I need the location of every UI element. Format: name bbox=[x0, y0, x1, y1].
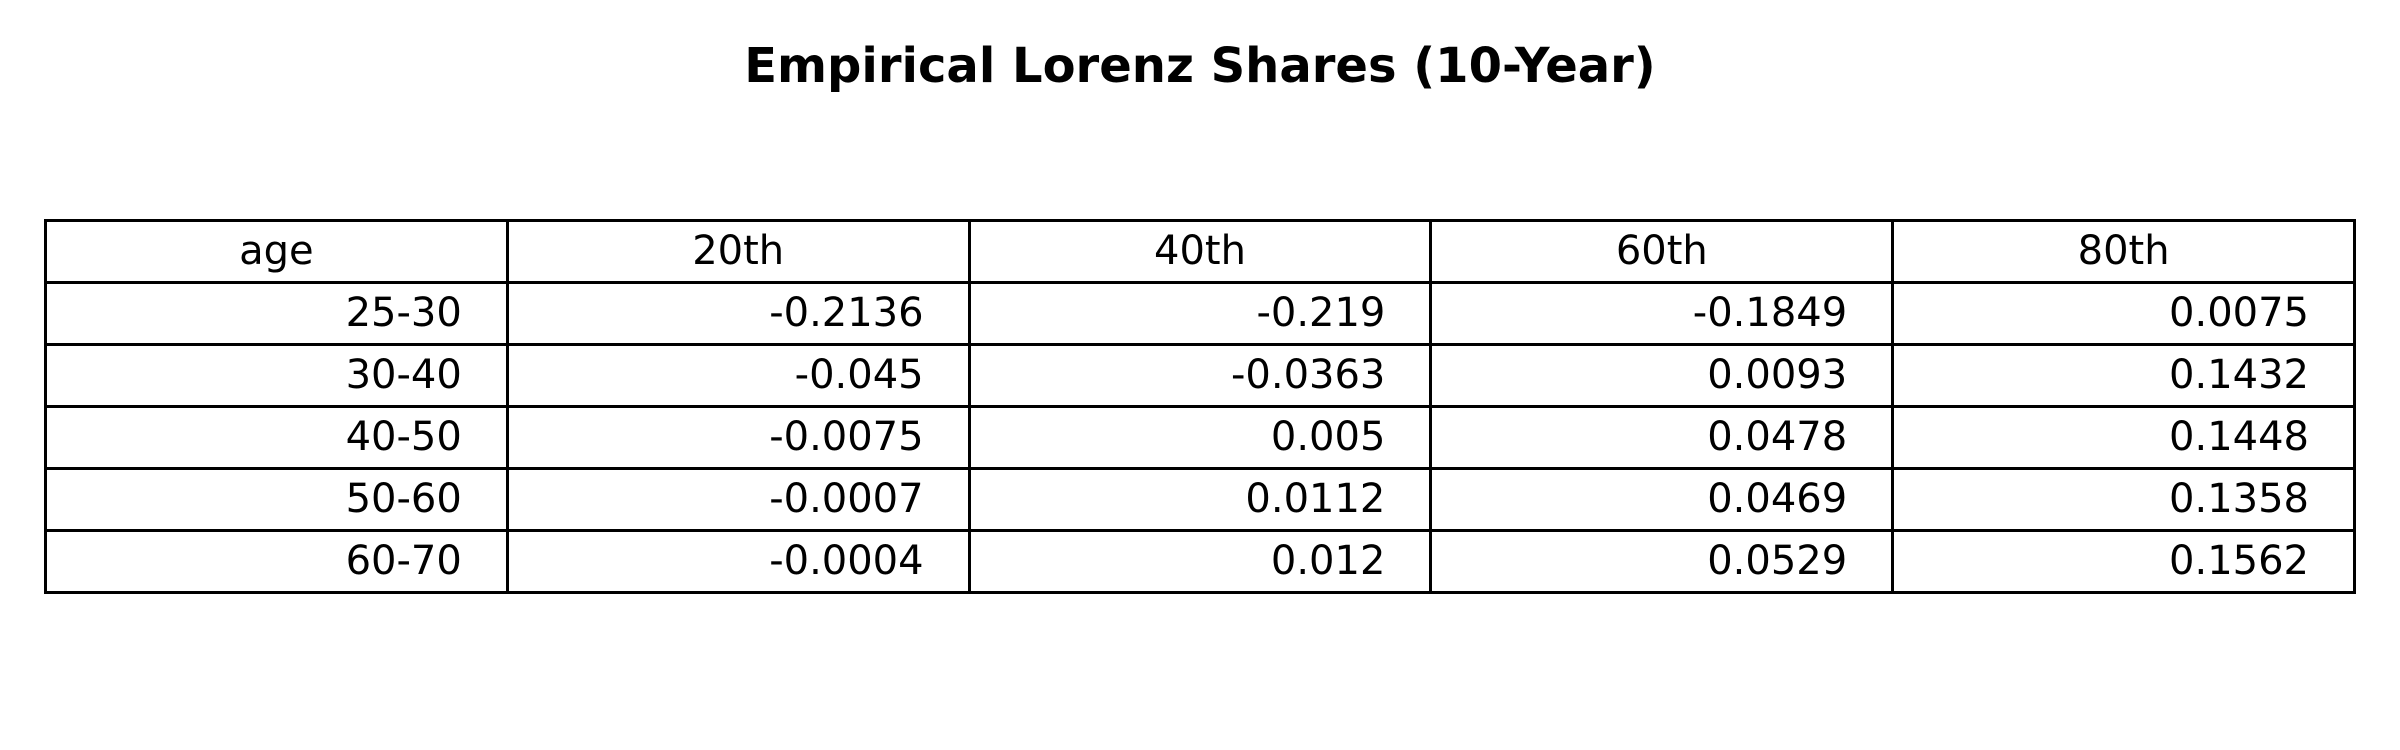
table-cell: -0.219 bbox=[967, 281, 1433, 346]
table-cell: -0.0007 bbox=[505, 467, 971, 532]
table-row: 25-30 -0.2136 -0.219 -0.1849 0.0075 bbox=[44, 281, 2356, 346]
column-header: 60th bbox=[1429, 219, 1895, 284]
table-cell-age: 40-50 bbox=[44, 405, 509, 470]
table-cell: 0.0093 bbox=[1429, 343, 1895, 408]
table-cell-age: 30-40 bbox=[44, 343, 509, 408]
table-cell: -0.2136 bbox=[505, 281, 971, 346]
table-cell: 0.0469 bbox=[1429, 467, 1895, 532]
table-cell-age: 25-30 bbox=[44, 281, 509, 346]
table-cell: 0.1448 bbox=[1891, 405, 2356, 470]
chart-title: Empirical Lorenz Shares (10-Year) bbox=[744, 38, 1656, 94]
table-cell: -0.0363 bbox=[967, 343, 1433, 408]
column-header: 80th bbox=[1891, 219, 2356, 284]
table-cell: 0.0478 bbox=[1429, 405, 1895, 470]
table-cell: 0.1432 bbox=[1891, 343, 2356, 408]
table-row: 40-50 -0.0075 0.005 0.0478 0.1448 bbox=[44, 405, 2356, 470]
table-cell: 0.005 bbox=[967, 405, 1433, 470]
table-cell: -0.045 bbox=[505, 343, 971, 408]
table-cell-age: 50-60 bbox=[44, 467, 509, 532]
column-header: age bbox=[44, 219, 509, 284]
table-cell: 0.0075 bbox=[1891, 281, 2356, 346]
table-cell: -0.0004 bbox=[505, 529, 971, 594]
column-header: 40th bbox=[967, 219, 1433, 284]
table-cell-age: 60-70 bbox=[44, 529, 509, 594]
table-cell: -0.1849 bbox=[1429, 281, 1895, 346]
table-cell: 0.0112 bbox=[967, 467, 1433, 532]
table-row: 60-70 -0.0004 0.012 0.0529 0.1562 bbox=[44, 529, 2356, 594]
table-cell: 0.012 bbox=[967, 529, 1433, 594]
column-header: 20th bbox=[505, 219, 971, 284]
table-cell: -0.0075 bbox=[505, 405, 971, 470]
lorenz-shares-table: age 20th 40th 60th 80th 25-30 -0.2136 -0… bbox=[44, 219, 2356, 594]
table-header-row: age 20th 40th 60th 80th bbox=[44, 219, 2356, 284]
table-cell: 0.0529 bbox=[1429, 529, 1895, 594]
table-cell: 0.1562 bbox=[1891, 529, 2356, 594]
table-row: 30-40 -0.045 -0.0363 0.0093 0.1432 bbox=[44, 343, 2356, 408]
table-row: 50-60 -0.0007 0.0112 0.0469 0.1358 bbox=[44, 467, 2356, 532]
table-cell: 0.1358 bbox=[1891, 467, 2356, 532]
